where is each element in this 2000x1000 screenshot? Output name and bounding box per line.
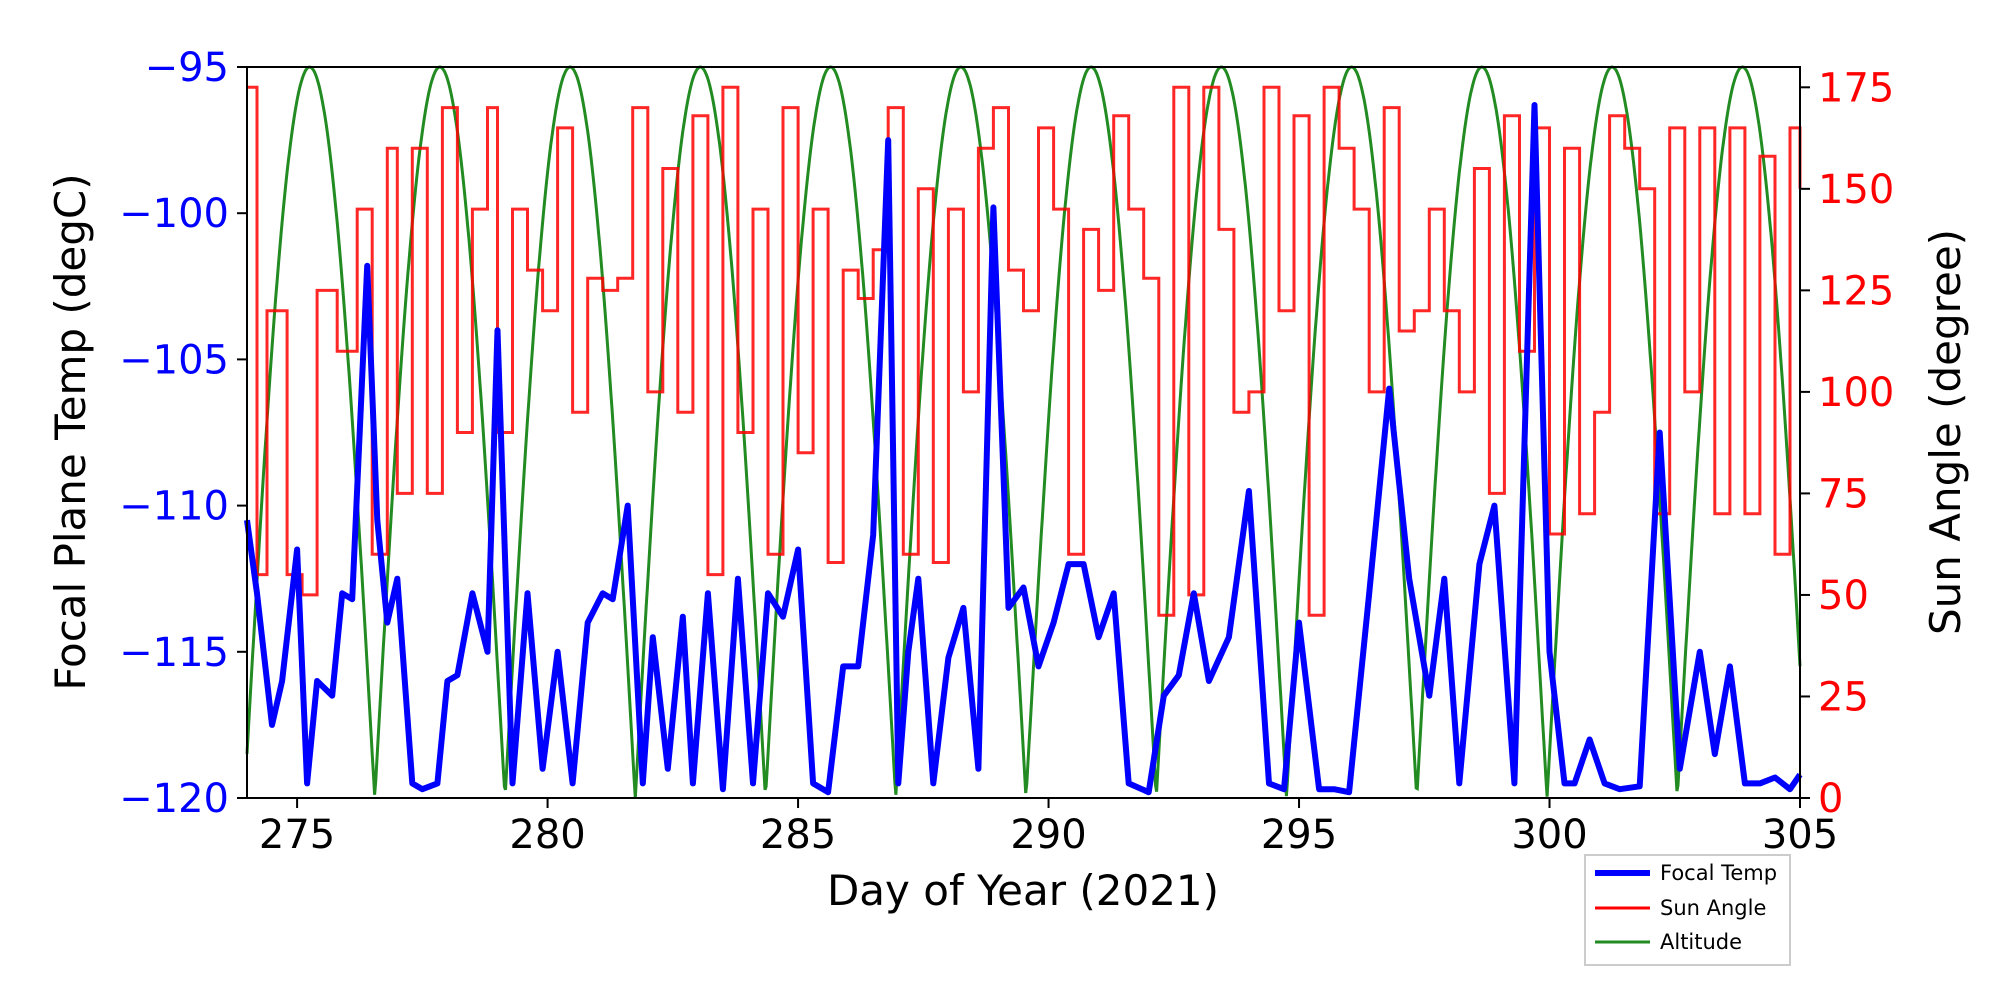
left-y-tick-label: −95: [145, 45, 229, 91]
focal-temp-series-line: [244, 102, 1803, 796]
x-tick-label: 300: [1511, 812, 1587, 858]
right-y-tick-label: 75: [1818, 471, 1869, 517]
right-y-tick-label: 125: [1818, 268, 1894, 314]
right-y-tick-label: 150: [1818, 167, 1894, 213]
series-layer: [244, 65, 1803, 799]
right-y-tick-label: 50: [1818, 573, 1869, 619]
left-y-axis-label: Focal Plane Temp (degC): [46, 173, 95, 690]
x-tick-label: 290: [1010, 812, 1086, 858]
right-y-axis: 0 25 50 75 100 125 150 175: [1800, 65, 1894, 822]
right-y-axis-label: Sun Angle (degree): [1921, 229, 1970, 635]
legend-altitude-label: Altitude: [1660, 930, 1742, 954]
altitude-series-line: [245, 65, 1802, 799]
x-tick-label: 305: [1762, 812, 1838, 858]
left-y-axis: −95 −100 −105 −110 −115 −120: [119, 45, 247, 822]
plot-frame: [246, 66, 1801, 799]
left-y-tick-label: −110: [119, 484, 229, 530]
x-axis-label: Day of Year (2021): [827, 866, 1219, 915]
legend-sun-label: Sun Angle: [1660, 896, 1766, 920]
plot-background: [247, 67, 1800, 798]
x-axis: 275 280 285 290 295 300 305: [259, 798, 1838, 858]
sun-angle-series-line: [247, 85, 1802, 617]
x-tick-label: 280: [509, 812, 585, 858]
x-tick-label: 295: [1261, 812, 1337, 858]
left-y-tick-label: −115: [119, 630, 229, 676]
x-tick-label: 275: [259, 812, 335, 858]
left-y-tick-label: −120: [119, 776, 229, 822]
left-y-tick-label: −100: [119, 191, 229, 237]
legend: Focal Temp Sun Angle Altitude: [1584, 854, 1791, 966]
right-y-tick-label: 0: [1818, 776, 1843, 822]
right-y-tick-label: 100: [1818, 370, 1894, 416]
right-y-tick-label: 25: [1818, 674, 1869, 720]
left-y-tick-label: −105: [119, 337, 229, 383]
right-y-tick-label: 175: [1818, 65, 1894, 111]
legend-focal-label: Focal Temp: [1660, 861, 1777, 885]
x-tick-label: 285: [760, 812, 836, 858]
